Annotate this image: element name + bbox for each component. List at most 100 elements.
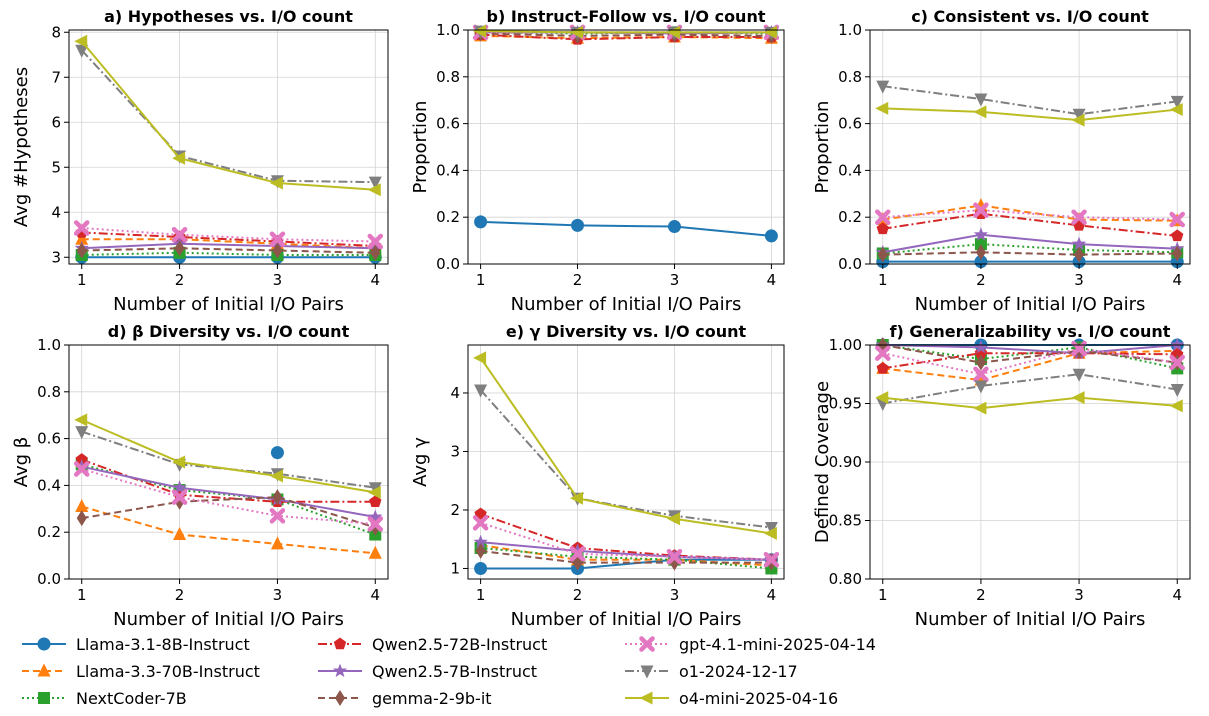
data-point [474,507,487,520]
data-point [75,498,89,512]
data-point [973,202,989,218]
y-tick-label: 0.0 [436,255,460,273]
y-tick-label: 0.2 [37,523,61,541]
series-Llama-3.1-8B-Instruct [876,255,1184,268]
data-point [269,508,286,524]
x-tick-label: 3 [1074,271,1084,289]
legend-marker [640,665,654,679]
chart-panel-1: 1 2 3 4 3 4 5 6 7 8 a) Hypotheses vs. I/O count Num… [11,7,389,315]
data-point [973,366,989,382]
legend-marker [332,663,348,678]
y-axis-label: Defined Coverage [812,381,833,543]
series-line [80,40,376,191]
series-line [480,33,772,41]
series-layer [73,34,384,264]
data-point [473,534,488,549]
legend-item: Llama-3.1-8B-Instruct [22,635,250,654]
chart-title: f) Generalizability vs. I/O count [890,322,1171,341]
series-gpt-4.1-mini-2025-04-14 [73,220,384,250]
x-tick-label: 2 [976,586,986,604]
series-line [81,418,376,494]
legend-marker [333,637,347,650]
data-point [1169,211,1185,228]
series-line [882,85,1178,116]
series-o4-mini-2025-04-16 [875,101,1183,127]
legend-marker [38,692,50,704]
x-tick-label: 2 [573,586,583,604]
data-point [76,242,87,259]
y-tick-label: 2 [450,501,460,519]
data-point [75,426,89,440]
y-tick-label: 0.8 [37,383,61,401]
data-point [875,209,891,225]
data-point [764,229,778,243]
series-line [480,546,772,570]
data-point [368,545,382,559]
data-point [875,101,889,115]
series-line [81,242,376,250]
series-gemma-2-9b-it [475,542,777,571]
y-tick-label: 0.95 [829,395,862,413]
x-tick-label: 3 [1074,586,1084,604]
y-tick-label: 0.4 [436,161,460,179]
y-tick-label: 3 [51,248,61,266]
x-tick-label: 2 [573,271,583,289]
y-tick-label: 0.6 [436,115,460,133]
series-line [882,233,1178,254]
data-point [973,339,989,354]
data-point [569,546,586,562]
data-point [974,238,987,251]
series-line [882,352,1178,370]
data-point [877,246,888,263]
series-line [480,558,772,570]
data-point [1169,399,1183,413]
y-axis-label: Proportion [410,101,431,194]
data-point [74,413,88,427]
legend-label: o4-mini-2025-04-16 [679,689,838,708]
y-tick-label: 0.85 [829,512,862,530]
series-line [882,212,1178,237]
series-line [81,468,376,526]
plot-frame [467,344,785,580]
data-point [367,516,384,532]
y-tick-label: 1.0 [838,21,862,39]
y-tick-label: 0.6 [37,430,61,448]
legend-item: gpt-4.1-mini-2025-04-14 [625,635,876,654]
legend-item: o4-mini-2025-04-16 [625,689,838,708]
data-point [975,354,986,371]
x-axis-label: Number of Initial I/O Pairs [915,609,1146,630]
legend-item: Qwen2.5-72B-Instruct [318,635,547,654]
x-tick-label: 4 [371,586,381,604]
data-point [1072,368,1086,382]
data-point [474,215,488,229]
data-point [1074,246,1085,263]
y-tick-label: 1.00 [829,336,862,354]
series-line [882,107,1178,122]
legend-marker [639,691,653,705]
series-line [882,373,1178,405]
series-Llama-3.1-8B-Instruct [474,215,778,243]
x-tick-label: 1 [77,586,87,604]
legend-item: Llama-3.3-70B-Instruct [22,662,260,681]
series-Llama-3.1-8B-Instruct [270,446,284,460]
series-line [81,231,376,247]
x-tick-label: 4 [767,586,777,604]
y-tick-label: 4 [450,384,460,402]
data-point [75,44,89,58]
y-tick-label: 8 [51,23,61,41]
plot-frame [869,29,1191,265]
data-point [974,255,988,268]
y-tick-label: 0.2 [436,208,460,226]
data-point [368,509,383,524]
y-tick-label: 1.0 [37,336,61,354]
y-tick-label: 0.8 [838,68,862,86]
series-line [480,549,772,564]
y-tick-label: 0.4 [37,476,61,494]
data-point [474,384,488,398]
series-line [882,344,1178,364]
x-tick-label: 2 [175,271,185,289]
x-tick-label: 1 [878,271,888,289]
data-point [974,380,988,394]
y-tick-label: 5 [51,158,61,176]
data-point [764,522,778,536]
